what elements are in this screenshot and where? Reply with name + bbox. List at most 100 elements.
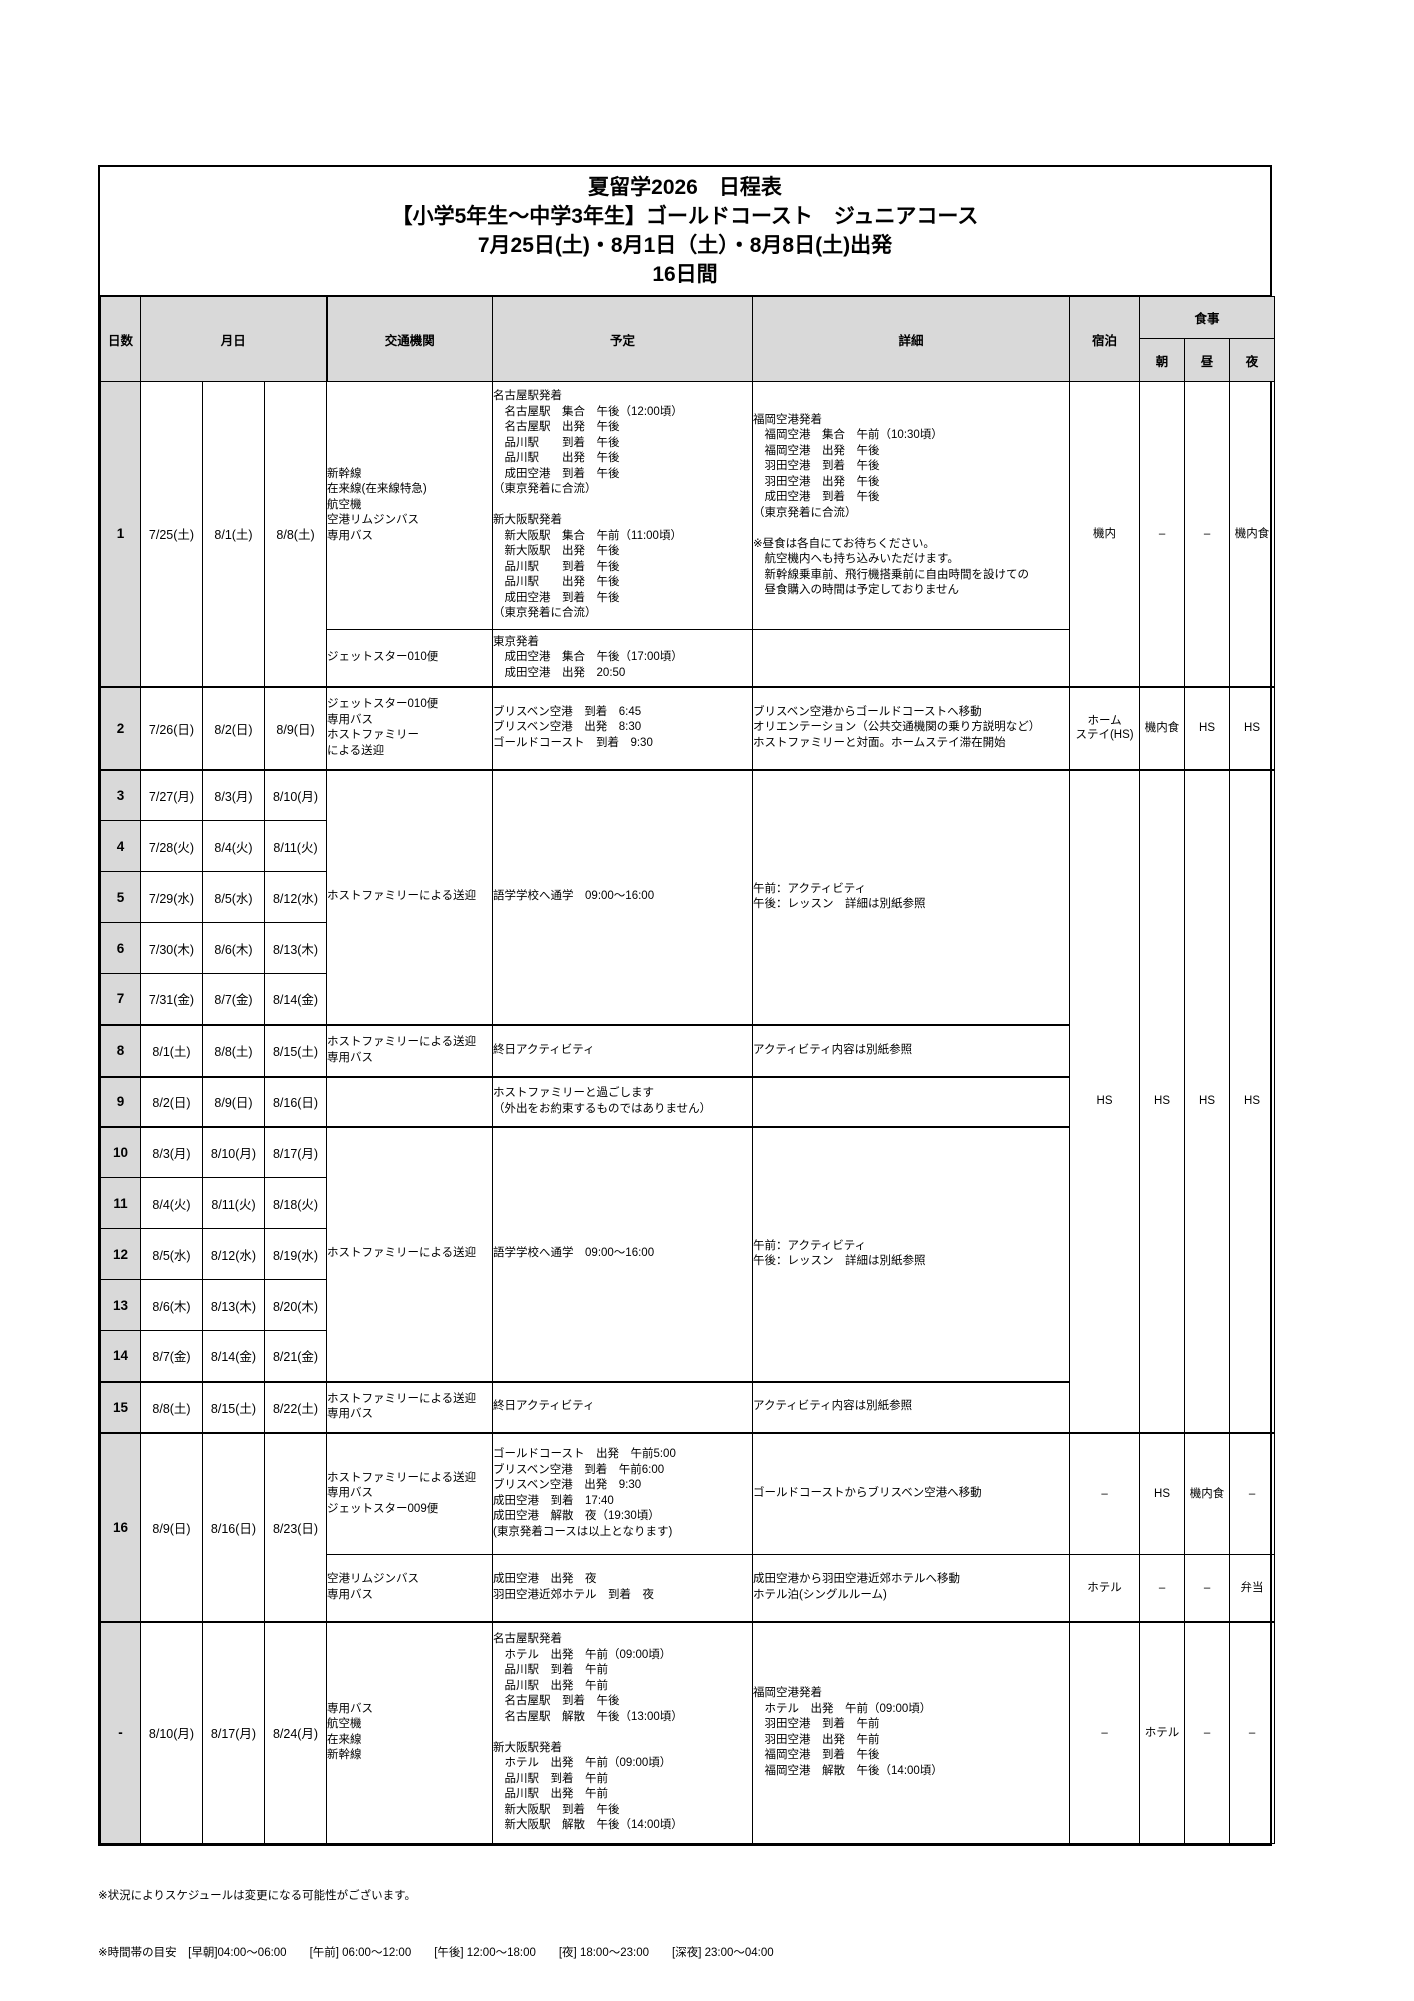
date-cell: 8/21(金): [263, 1330, 328, 1382]
schedule-table-body: 1 7/25(土) 8/1(土) 8/8(土) 新幹線 在来線(在来線特急) 航空機 空…: [100, 381, 1276, 1844]
transport-cell: ジェットスター010便: [326, 629, 494, 687]
plan-cell: 東京発着 成田空港 集合 午後（17:00頃） 成田空港 出発 20:50: [492, 629, 754, 687]
header-days: 日数: [100, 296, 141, 382]
date-cell: 8/24(月): [263, 1620, 328, 1844]
date-cell: 8/1(土): [140, 1023, 203, 1077]
footnote-line-1: ※状況によりスケジュールは変更になる可能性がございます。: [98, 1890, 416, 1902]
breakfast-cell: 機内食: [1139, 685, 1186, 770]
transport-cell: 空港リムジンバス 専用バス: [326, 1554, 494, 1622]
date-cell: 8/13(木): [202, 1279, 265, 1331]
date-cell: 7/31(金): [140, 973, 203, 1025]
day-cell: 15: [100, 1380, 141, 1433]
transport-cell: ホストファミリーによる送迎: [326, 768, 494, 1025]
stay-cell: HS: [1069, 768, 1141, 1433]
date-cell: 8/5(水): [140, 1228, 203, 1280]
day-cell: 12: [100, 1228, 141, 1280]
date-cell: 7/26(日): [140, 685, 203, 770]
breakfast-cell: HS: [1139, 768, 1186, 1433]
breakfast-cell: ホテル: [1139, 1620, 1186, 1844]
day-cell: 16: [100, 1431, 141, 1622]
transport-cell: [326, 1075, 494, 1127]
date-cell: 8/12(水): [263, 871, 328, 923]
table-row: 5 7/29(水) 8/5(水) 8/12(水): [100, 871, 1275, 923]
date-cell: 7/25(土): [140, 381, 203, 687]
date-cell: 8/20(木): [263, 1279, 328, 1331]
date-cell: 8/16(日): [263, 1075, 328, 1127]
detail-cell: アクティビティ内容は別紙参照: [752, 1023, 1071, 1077]
lunch-cell: –: [1184, 1554, 1231, 1622]
date-cell: 7/30(木): [140, 922, 203, 974]
date-cell: 8/9(日): [140, 1431, 203, 1622]
detail-cell: [752, 1075, 1071, 1127]
schedule-title: 夏留学2026 日程表 【小学5年生～中学3年生】ゴールドコースト ジュニアコー…: [100, 167, 1270, 296]
date-cell: 8/14(金): [202, 1330, 265, 1382]
date-cell: 8/3(月): [140, 1125, 203, 1178]
table-row: 2 7/26(日) 8/2(日) 8/9(日) ジェットスター010便 専用バス ホスト…: [100, 685, 1276, 770]
date-cell: 8/10(月): [140, 1620, 203, 1844]
day-cell: -: [100, 1620, 141, 1844]
detail-cell: ブリスベン空港からゴールドコーストへ移動 オリエンテーション（公共交通機関の乗り…: [752, 685, 1071, 770]
transport-cell: ホストファミリーによる送迎: [326, 1125, 494, 1382]
date-cell: 8/5(水): [202, 871, 265, 923]
table-row: 8 8/1(土) 8/8(土) 8/15(土) ホストファミリーによる送迎 専用バス 終日…: [100, 1023, 1275, 1077]
detail-cell: 福岡空港発着 福岡空港 集合 午前（10:30頃） 福岡空港 出発 午後 羽田空…: [752, 381, 1071, 630]
detail-cell: ゴールドコーストからブリスベン空港へ移動: [752, 1431, 1071, 1555]
date-cell: 8/2(日): [202, 685, 265, 770]
table-row: 16 8/9(日) 8/16(日) 8/23(日) ホストファミリーによる送迎 専用バス…: [100, 1431, 1276, 1622]
dinner-cell: HS: [1229, 768, 1276, 1433]
lunch-cell: 機内食: [1184, 1431, 1231, 1555]
date-cell: 8/11(火): [202, 1177, 265, 1229]
plan-cell: 成田空港 出発 夜 羽田空港近郊ホテル 到着 夜: [492, 1554, 754, 1622]
plan-cell: 終日アクティビティ: [492, 1380, 754, 1433]
date-cell: 8/9(日): [202, 1075, 265, 1127]
date-cell: 8/14(金): [263, 973, 328, 1025]
stay-cell: –: [1069, 1431, 1141, 1555]
date-cell: 8/10(月): [263, 768, 328, 821]
day-cell: 13: [100, 1279, 141, 1331]
dinner-cell: 機内食: [1229, 381, 1276, 687]
stay-cell: 機内: [1069, 381, 1141, 687]
day-cell: 6: [100, 922, 141, 974]
transport-cell: ホストファミリーによる送迎 専用バス ジェットスター009便: [326, 1431, 494, 1555]
transport-cell: ホストファミリーによる送迎 専用バス: [326, 1023, 494, 1077]
day-cell: 9: [100, 1075, 141, 1127]
header-detail: 詳細: [752, 296, 1071, 382]
header-stay: 宿泊: [1069, 296, 1141, 382]
date-cell: 8/19(水): [263, 1228, 328, 1280]
date-cell: 8/1(土): [202, 381, 265, 687]
date-cell: 8/15(土): [263, 1023, 328, 1077]
day-cell: 11: [100, 1177, 141, 1229]
lunch-cell: HS: [1184, 685, 1231, 770]
date-cell: 8/18(火): [263, 1177, 328, 1229]
header-plan: 予定: [492, 296, 754, 382]
detail-cell: アクティビティ内容は別紙参照: [752, 1380, 1071, 1433]
day-cell: 1: [100, 381, 141, 687]
date-cell: 8/12(水): [202, 1228, 265, 1280]
dinner-cell: –: [1229, 1431, 1276, 1555]
table-row: 12 8/5(水) 8/12(水) 8/19(水): [100, 1228, 1275, 1280]
title-line-4: 16日間: [652, 263, 718, 286]
plan-cell: ホストファミリーと過ごします （外出をお約束するものではありません）: [492, 1075, 754, 1127]
day-cell: 10: [100, 1125, 141, 1178]
table-row: 11 8/4(火) 8/11(火) 8/18(火): [100, 1177, 1275, 1229]
date-cell: 8/22(土): [263, 1380, 328, 1433]
stay-cell: ホーム ステイ(HS): [1069, 685, 1141, 770]
date-cell: 8/6(木): [140, 1279, 203, 1331]
breakfast-cell: –: [1139, 1554, 1186, 1622]
date-cell: 8/17(月): [202, 1620, 265, 1844]
header-breakfast: 朝: [1139, 338, 1186, 382]
date-cell: 8/13(木): [263, 922, 328, 974]
stay-cell: ホテル: [1069, 1554, 1141, 1622]
date-cell: 8/4(火): [140, 1177, 203, 1229]
table-row: 6 7/30(木) 8/6(木) 8/13(木): [100, 922, 1275, 974]
header-date: 月日: [139, 296, 328, 382]
table-row: 14 8/7(金) 8/14(金) 8/21(金): [100, 1330, 1275, 1382]
table-row: 15 8/8(土) 8/15(土) 8/22(土) ホストファミリーによる送迎 専用バス…: [100, 1380, 1275, 1433]
date-cell: 8/2(日): [140, 1075, 203, 1127]
date-cell: 8/11(火): [263, 820, 328, 872]
date-cell: 7/29(水): [140, 871, 203, 923]
date-cell: 8/4(火): [202, 820, 265, 872]
dinner-cell: –: [1229, 1620, 1276, 1844]
table-row: 3 7/27(月) 8/3(月) 8/10(月) ホストファミリーによる送迎 語学学校へ通…: [100, 768, 1276, 1433]
day-cell: 5: [100, 871, 141, 923]
